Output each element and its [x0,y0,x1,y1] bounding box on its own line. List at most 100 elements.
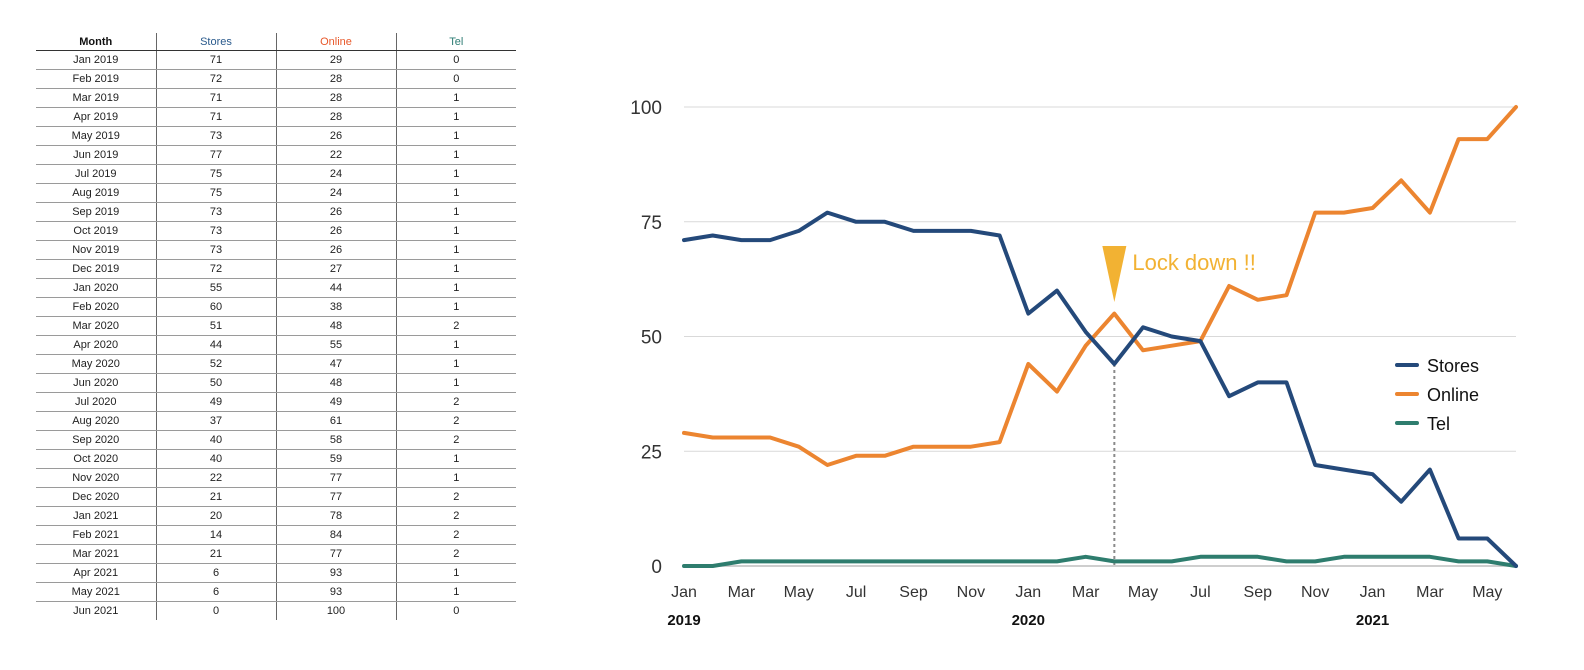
cell-tel: 2 [395,411,516,431]
cell-month: Apr 2020 [36,335,156,355]
cell-month: May 2021 [36,582,156,602]
cell-stores: 6 [155,563,276,583]
cell-stores: 71 [155,88,276,108]
cell-tel: 1 [395,354,516,374]
x-tick-label: May [784,584,814,601]
lockdown-annotation: Lock down !! [1102,246,1256,566]
x-tick-label: Nov [957,584,985,601]
legend-label-stores: Stores [1427,356,1479,376]
y-tick-label: 50 [641,328,662,349]
x-tick-label: Jan [1360,584,1386,601]
cell-online: 49 [275,392,396,412]
cell-tel: 1 [395,563,516,583]
cell-online: 47 [275,354,396,374]
lockdown-triangle-icon [1102,246,1127,302]
x-tick-label: Mar [1416,584,1444,601]
cell-month: Apr 2019 [36,107,156,127]
cell-tel: 2 [395,316,516,336]
cell-stores: 49 [155,392,276,412]
cell-tel: 1 [395,373,516,393]
legend-label-tel: Tel [1427,414,1450,434]
cell-stores: 0 [155,601,276,620]
table-row: Jan 2020 55 44 1 [36,278,516,298]
cell-month: Nov 2019 [36,240,156,260]
cell-tel: 1 [395,240,516,260]
cell-month: Jun 2020 [36,373,156,393]
cell-stores: 40 [155,449,276,469]
cell-tel: 1 [395,297,516,317]
cell-stores: 72 [155,259,276,279]
table-row: May 2021 6 93 1 [36,582,516,602]
table-row: Feb 2021 14 84 2 [36,525,516,545]
cell-online: 22 [275,145,396,165]
table-row: Feb 2019 72 28 0 [36,69,516,89]
cell-month: Jun 2019 [36,145,156,165]
table-row: Dec 2019 72 27 1 [36,259,516,279]
cell-online: 100 [275,601,396,620]
table-row: Jun 2020 50 48 1 [36,373,516,393]
table-row: May 2020 52 47 1 [36,354,516,374]
cell-online: 29 [275,50,396,70]
x-axis: Jan Mar May Jul Sep Nov Jan Mar May Jul Sep Nov Jan M… [667,584,1502,629]
table-row: Mar 2019 71 28 1 [36,88,516,108]
cell-month: Jan 2019 [36,50,156,70]
cell-month: Feb 2020 [36,297,156,317]
x-tick-label: May [1472,584,1502,601]
y-tick-label: 0 [651,557,662,578]
table-row: Apr 2019 71 28 1 [36,107,516,127]
cell-online: 58 [275,430,396,450]
x-tick-label: Sep [1244,584,1273,601]
cell-online: 84 [275,525,396,545]
cell-tel: 1 [395,582,516,602]
cell-stores: 44 [155,335,276,355]
cell-stores: 21 [155,544,276,564]
legend-label-online: Online [1427,385,1479,405]
cell-online: 55 [275,335,396,355]
table-row: Mar 2020 51 48 2 [36,316,516,336]
cell-online: 26 [275,126,396,146]
cell-online: 77 [275,487,396,507]
cell-tel: 1 [395,202,516,222]
cell-month: Jan 2020 [36,278,156,298]
table-row: Jun 2019 77 22 1 [36,145,516,165]
cell-online: 28 [275,107,396,127]
cell-month: Feb 2021 [36,525,156,545]
x-tick-label: Jul [1190,584,1210,601]
series-line-online [682,105,1518,467]
cell-tel: 2 [395,392,516,412]
cell-stores: 50 [155,373,276,393]
cell-stores: 22 [155,468,276,488]
cell-online: 48 [275,373,396,393]
x-tick-label: Mar [1072,584,1100,601]
table-row: Jan 2019 71 29 0 [36,50,516,70]
cell-stores: 75 [155,164,276,184]
cell-online: 93 [275,563,396,583]
cell-stores: 37 [155,411,276,431]
cell-tel: 1 [395,449,516,469]
cell-month: Mar 2019 [36,88,156,108]
cell-month: Nov 2020 [36,468,156,488]
cell-stores: 75 [155,183,276,203]
cell-tel: 2 [395,487,516,507]
cell-tel: 1 [395,164,516,184]
cell-stores: 72 [155,69,276,89]
table-row: Oct 2019 73 26 1 [36,221,516,241]
column-header-month: Month [36,33,156,51]
cell-tel: 0 [395,601,516,620]
y-axis: 0 25 50 75 100 [630,98,662,578]
gridlines [684,106,1516,567]
y-tick-label: 25 [641,442,662,463]
cell-tel: 2 [395,525,516,545]
cell-month: Mar 2020 [36,316,156,336]
x-tick-label: Jan [671,584,697,601]
cell-stores: 77 [155,145,276,165]
cell-online: 78 [275,506,396,526]
lockdown-label: Lock down !! [1132,250,1256,275]
table-row: Nov 2019 73 26 1 [36,240,516,260]
table-row: Aug 2020 37 61 2 [36,411,516,431]
cell-month: Oct 2020 [36,449,156,469]
cell-online: 28 [275,88,396,108]
cell-online: 24 [275,183,396,203]
x-tick-label: Jan [1015,584,1041,601]
cell-tel: 1 [395,145,516,165]
